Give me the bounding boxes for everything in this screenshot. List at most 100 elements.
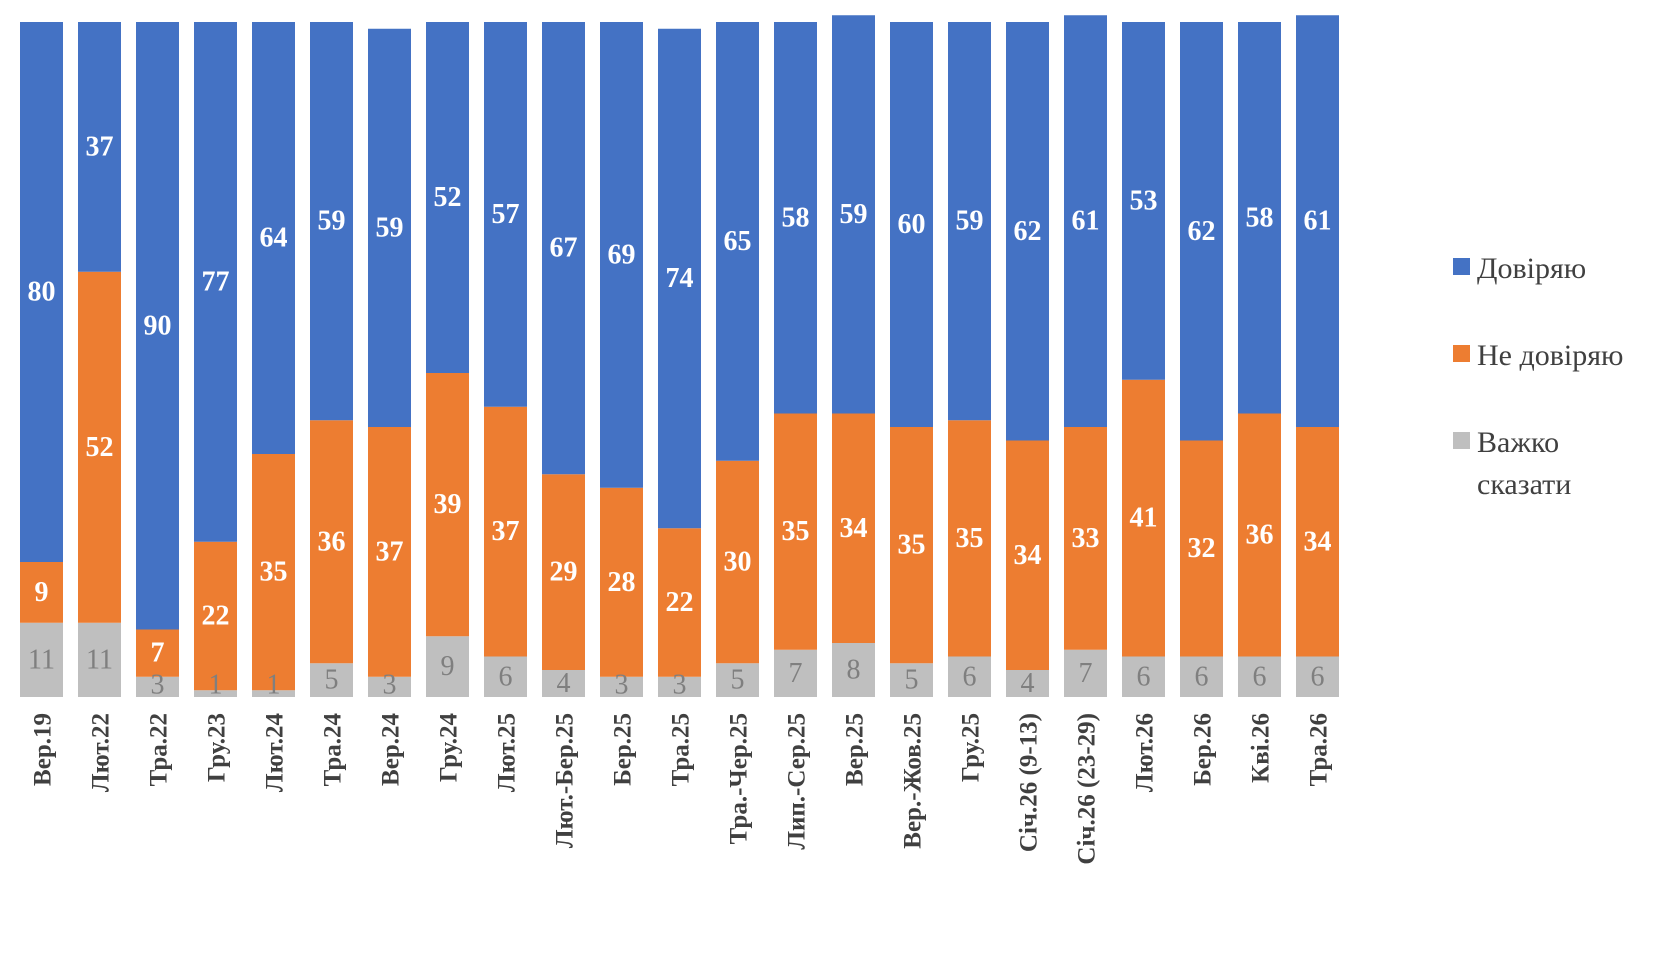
x-tick-label: Гру.24 xyxy=(436,713,463,783)
data-label: 35 xyxy=(260,557,288,588)
x-tick-label: Лют.25 xyxy=(494,713,521,792)
data-label: 61 xyxy=(1304,206,1332,237)
data-label: 52 xyxy=(86,432,114,463)
bar-segment xyxy=(368,427,411,677)
data-label: 34 xyxy=(840,513,868,544)
bar-segment xyxy=(194,690,237,697)
bar-segment xyxy=(890,663,933,697)
data-label: 9 xyxy=(35,577,49,608)
chart-legend: Довіряю Не довіряю Важко сказати xyxy=(1453,248,1658,551)
data-label: 59 xyxy=(956,206,984,237)
bar-segment xyxy=(78,622,121,697)
data-label: 3 xyxy=(383,670,397,701)
data-label: 53 xyxy=(1130,185,1158,216)
data-label: 7 xyxy=(1079,658,1093,689)
x-tick-label: Гру.25 xyxy=(958,713,985,782)
x-tick-label: Бер.25 xyxy=(610,713,637,786)
bar-segment xyxy=(658,676,701,697)
legend-swatch xyxy=(1453,258,1470,275)
x-tick-label: Тра.22 xyxy=(146,713,173,786)
data-label: 5 xyxy=(731,665,745,696)
x-tick-label: Вер.19 xyxy=(30,713,57,786)
data-label: 62 xyxy=(1014,216,1042,247)
x-tick-label: Лип.-Сер.25 xyxy=(784,713,811,850)
data-label: 30 xyxy=(724,547,752,578)
bar-segment xyxy=(426,636,469,697)
bar-segment xyxy=(658,528,701,677)
data-label: 41 xyxy=(1130,503,1158,534)
legend-label: Важко сказати xyxy=(1477,426,1572,501)
data-label: 39 xyxy=(434,489,462,520)
bar-segment xyxy=(542,670,585,697)
data-label: 22 xyxy=(666,587,694,618)
bar-segment xyxy=(890,427,933,664)
bar-segment xyxy=(426,373,469,637)
bar-segment xyxy=(20,562,63,623)
x-tick-label: Січ.26 (23-29) xyxy=(1074,713,1101,865)
bar-segment xyxy=(1180,22,1223,441)
bar-segment xyxy=(136,22,179,630)
data-label: 29 xyxy=(550,557,578,588)
data-label: 3 xyxy=(673,670,687,701)
data-label: 22 xyxy=(202,601,230,632)
x-tick-label: Вер.25 xyxy=(842,713,869,786)
data-label: 3 xyxy=(151,670,165,701)
bar-segment xyxy=(78,271,121,623)
bar-segment xyxy=(1296,656,1339,697)
bar-segment xyxy=(1296,15,1339,427)
data-label: 1 xyxy=(209,670,223,701)
bar-segment xyxy=(600,676,643,697)
bar-segment xyxy=(252,690,295,697)
data-label: 8 xyxy=(847,655,861,686)
data-label: 34 xyxy=(1014,540,1042,571)
bar-segment xyxy=(368,676,411,697)
data-label: 33 xyxy=(1072,523,1100,554)
data-label: 28 xyxy=(608,567,636,598)
bar-segment xyxy=(716,663,759,697)
x-tick-label: Вер.24 xyxy=(378,713,405,786)
bar-segment xyxy=(542,22,585,475)
data-label: 62 xyxy=(1188,216,1216,247)
bar-segment xyxy=(484,22,527,407)
data-label: 37 xyxy=(86,131,114,162)
bar-segment xyxy=(1238,22,1281,414)
data-label: 67 xyxy=(550,233,578,264)
legend-swatch xyxy=(1453,432,1470,449)
data-label: 35 xyxy=(898,530,926,561)
bar-segment xyxy=(1180,440,1223,657)
legend-item: Не довіряю xyxy=(1453,335,1658,377)
legend-label: Довіряю xyxy=(1477,252,1587,285)
x-tick-label: Лют.26 xyxy=(1132,713,1159,792)
bar-segment xyxy=(600,487,643,677)
bar-segment xyxy=(310,420,353,664)
data-label: 1 xyxy=(267,670,281,701)
data-label: 37 xyxy=(492,516,520,547)
bar-segment xyxy=(1122,22,1165,380)
data-label: 5 xyxy=(325,665,339,696)
data-label: 6 xyxy=(963,661,977,692)
bar-segment xyxy=(1064,15,1107,427)
bar-segment xyxy=(1006,22,1049,441)
bar-segment xyxy=(948,22,991,421)
data-label: 5 xyxy=(905,665,919,696)
bar-segment xyxy=(20,22,63,562)
bar-segment xyxy=(542,474,585,670)
x-tick-label: Гру.23 xyxy=(204,713,231,782)
data-label: 80 xyxy=(28,277,56,308)
bar-segment xyxy=(1064,427,1107,650)
legend-swatch xyxy=(1453,345,1470,362)
bar-segment xyxy=(194,22,237,542)
data-label: 11 xyxy=(86,644,113,675)
data-label: 35 xyxy=(782,516,810,547)
x-tick-label: Тра.24 xyxy=(320,713,347,787)
x-tick-label: Лют.22 xyxy=(88,713,115,792)
bar-segment xyxy=(832,643,875,697)
bar-segment xyxy=(1006,670,1049,697)
x-tick-label: Бер.26 xyxy=(1190,713,1217,786)
data-label: 74 xyxy=(666,263,694,294)
bar-segment xyxy=(426,22,469,373)
bar-segment xyxy=(484,656,527,697)
data-label: 4 xyxy=(557,668,571,699)
bar-segment xyxy=(774,413,817,650)
bar-segment xyxy=(78,22,121,272)
